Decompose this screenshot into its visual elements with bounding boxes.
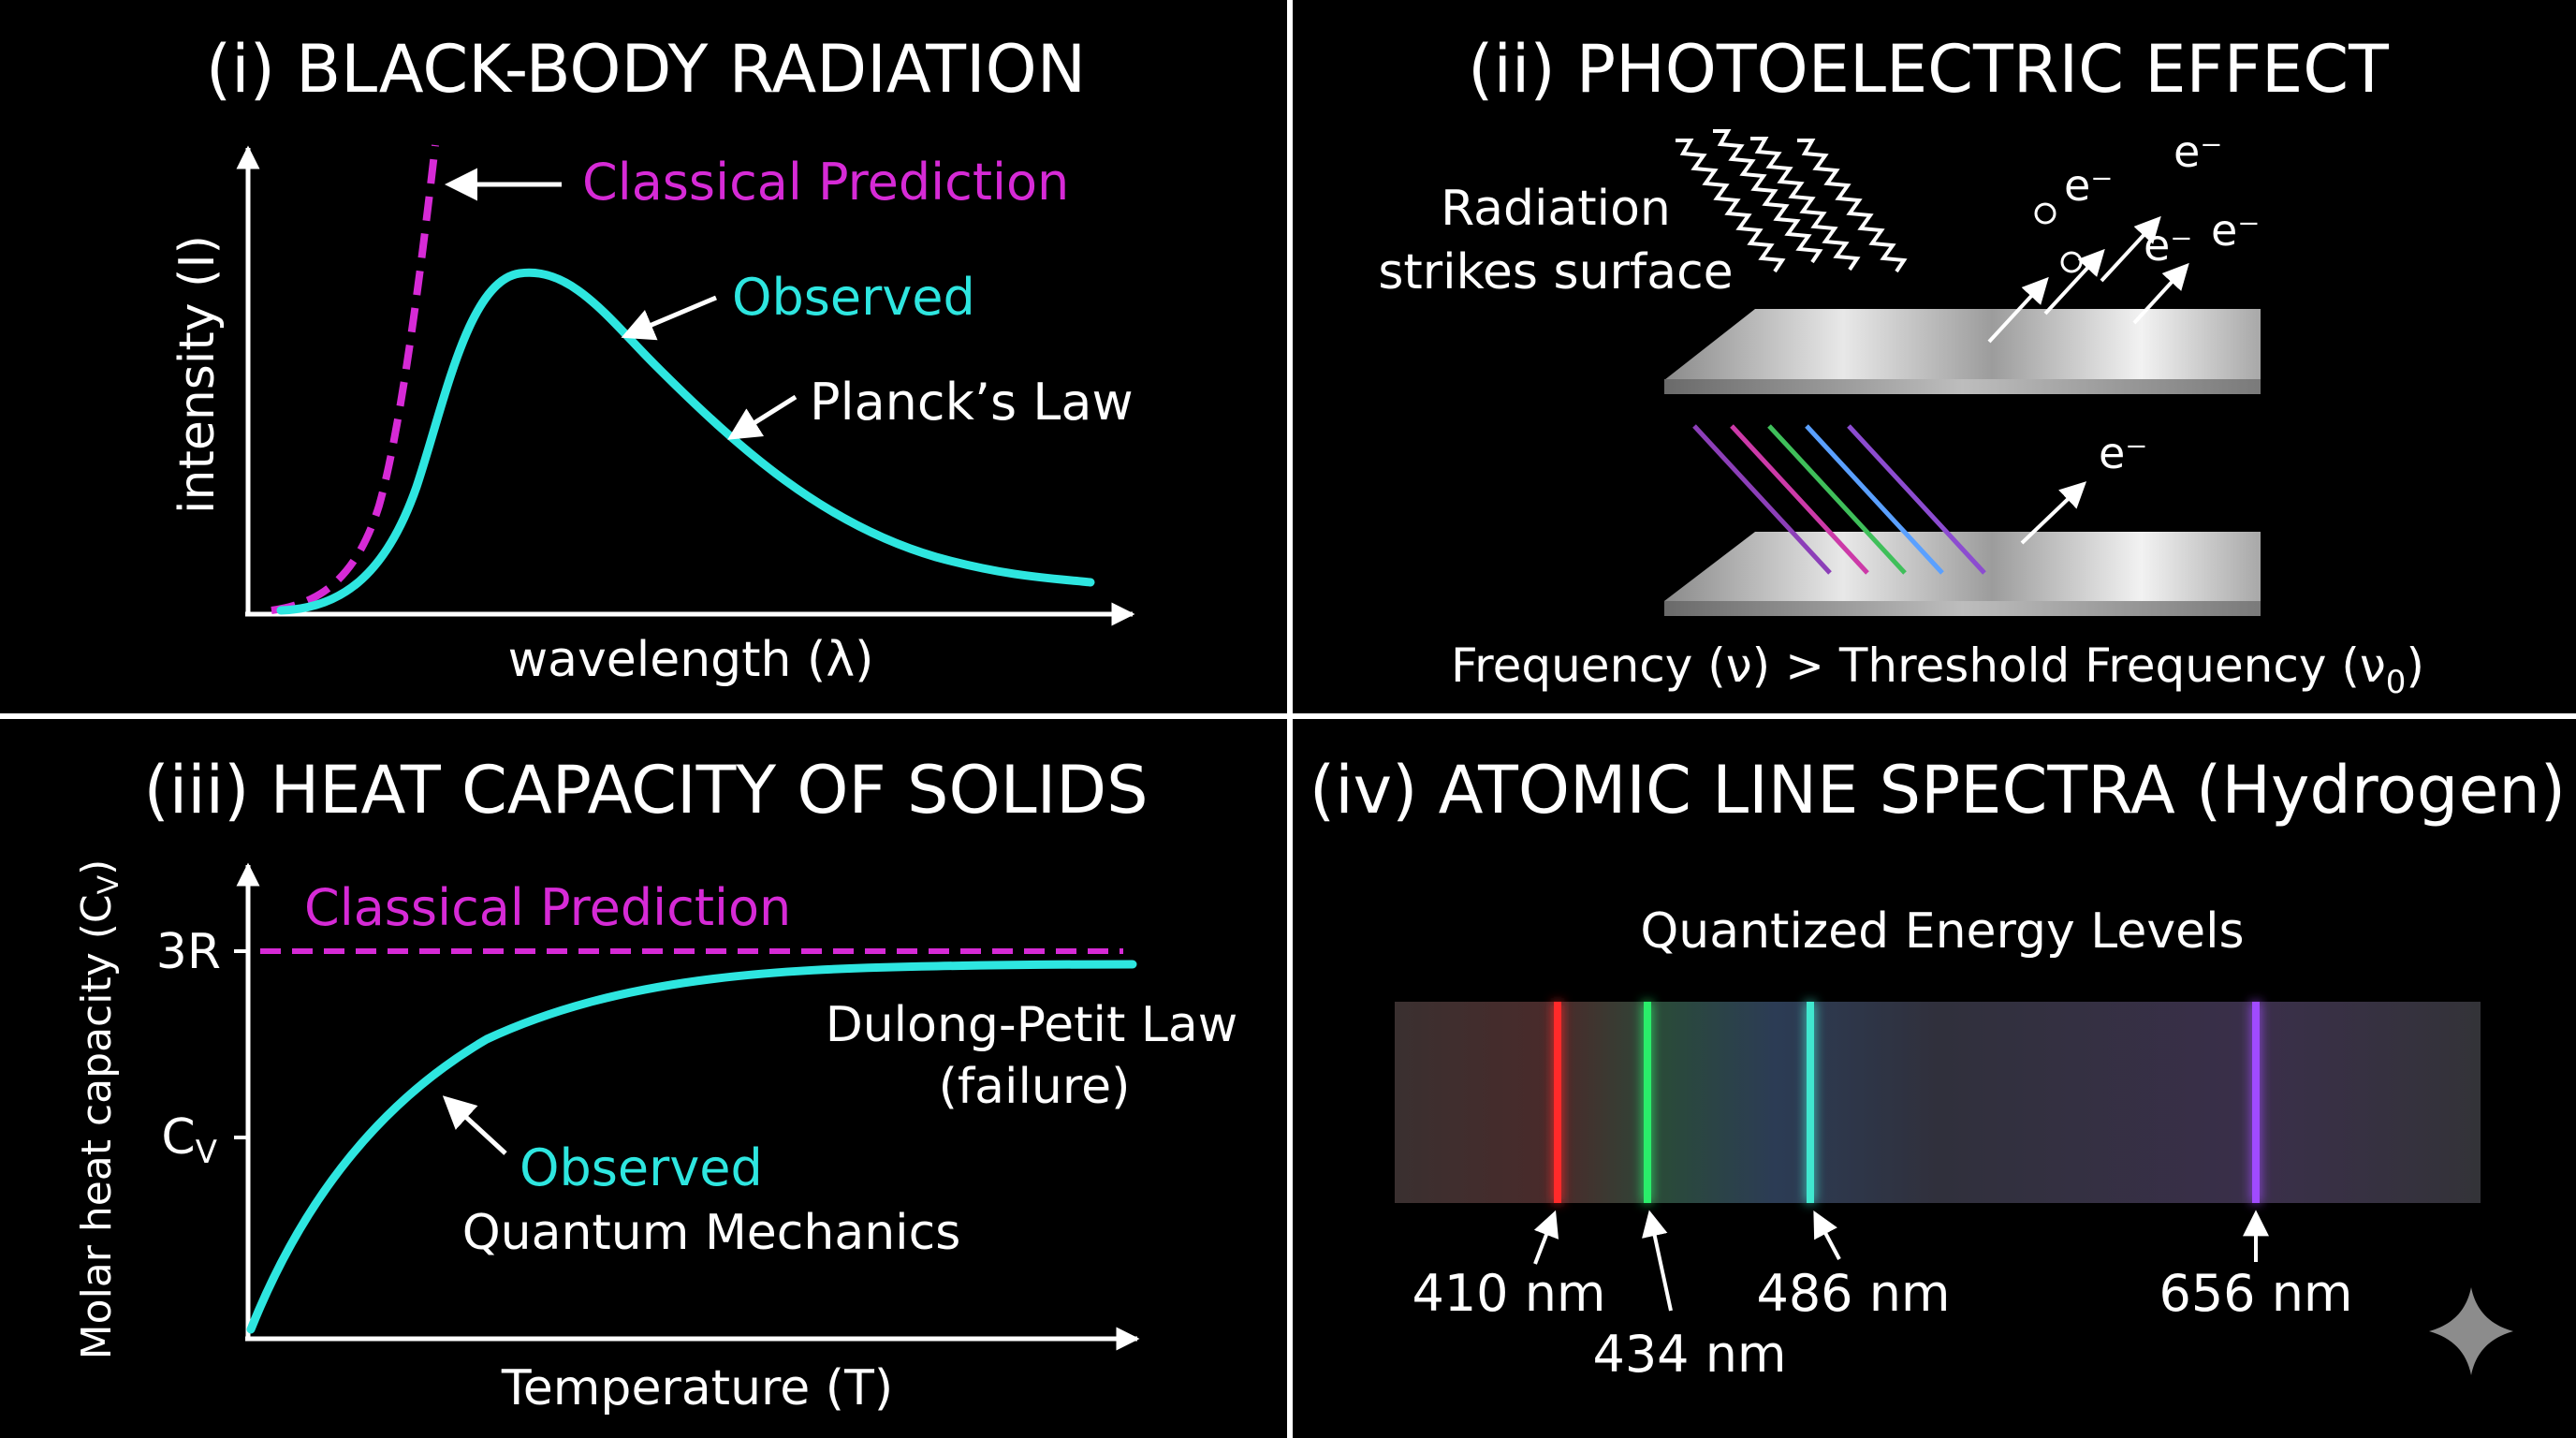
- panel3-ylabel: Molar heat capacity (CV): [73, 859, 125, 1360]
- metal-plate-bottom: [1664, 532, 2261, 616]
- panel3-dulong-line2: (failure): [939, 1059, 1131, 1115]
- panel3-xlabel: Temperature (T): [501, 1360, 893, 1416]
- spectral-line-2: [1644, 1002, 1651, 1203]
- panel3-quantum-label: Quantum Mechanics: [462, 1205, 961, 1261]
- panel1-observed-label: Observed: [732, 268, 975, 327]
- panel-black-body: (i) BLACK-BODY RADIATION intensity (I) w…: [169, 31, 1135, 688]
- panel1-planck-label: Planck’s Law: [810, 373, 1134, 432]
- panel2-radiation-line1: Radiation: [1441, 181, 1671, 237]
- panel2-condition: Frequency (ν) > Threshold Frequency (ν0): [1451, 638, 2424, 701]
- tick-cv-label: CV: [161, 1109, 217, 1171]
- electron-label-1: e⁻: [2064, 160, 2114, 211]
- spectral-line-4: [2252, 1002, 2260, 1203]
- panel1-ylabel: intensity (I): [169, 235, 226, 514]
- metal-plate-top: [1664, 309, 2261, 394]
- electron-label-2: e⁻: [2174, 126, 2223, 177]
- spectral-line-label-2: 434 nm: [1592, 1325, 1786, 1384]
- panel-heat-capacity: (iii) HEAT CAPACITY OF SOLIDS Molar heat…: [73, 752, 1237, 1416]
- panel1-classical-curve: [271, 144, 439, 614]
- panel-photoelectric: (ii) PHOTOELECTRIC EFFECT Radiation stri…: [1378, 31, 2424, 701]
- panel1-planck-arrow: [727, 394, 798, 440]
- panel1-observed-curve: [276, 268, 1095, 615]
- panel3-dulong-line1: Dulong-Petit Law: [826, 997, 1238, 1053]
- panel3-observed-label: Observed: [520, 1138, 763, 1197]
- spectral-line-arrow-1: [1533, 1210, 1559, 1265]
- panel1-observed-arrow: [621, 295, 717, 341]
- spectral-line-1: [1554, 1002, 1561, 1203]
- panel1-xlabel: wavelength (λ): [508, 632, 874, 688]
- spectral-line-arrow-3: [1813, 1211, 1841, 1260]
- spectral-line-3: [1807, 1002, 1814, 1203]
- panel3-observed-arrow: [442, 1095, 507, 1155]
- electron-label-5: e⁻: [2099, 428, 2148, 478]
- spectral-line-label-4: 656 nm: [2159, 1264, 2352, 1323]
- panel2-radiation-line2: strikes surface: [1378, 244, 1733, 301]
- panel-line-spectra: (iv) ATOMIC LINE SPECTRA (Hydrogen) Quan…: [1310, 752, 2566, 1384]
- spectral-line-label-3: 486 nm: [1756, 1264, 1950, 1323]
- emitted-electrons: [1987, 202, 2189, 545]
- panel4-subtitle: Quantized Energy Levels: [1640, 903, 2244, 960]
- panel3-observed-curve: [246, 960, 1137, 1334]
- colored-light-rays: [1692, 424, 1986, 575]
- panel3-title: (iii) HEAT CAPACITY OF SOLIDS: [143, 752, 1148, 829]
- panel2-title: (ii) PHOTOELECTRIC EFFECT: [1468, 31, 2389, 108]
- electron-label-3: e⁻: [2144, 220, 2193, 271]
- sparkle-icon: [2429, 1287, 2513, 1375]
- spectral-line-arrow-2: [1642, 1210, 1673, 1312]
- panel3-classical-label: Classical Prediction: [304, 878, 791, 937]
- spectrum-strip: [1395, 1002, 2481, 1203]
- spectrum-lines: [1554, 1002, 2260, 1203]
- panel1-title: (i) BLACK-BODY RADIATION: [206, 31, 1086, 108]
- electron-label-4: e⁻: [2211, 205, 2261, 256]
- panel4-title: (iv) ATOMIC LINE SPECTRA (Hydrogen): [1310, 752, 2566, 829]
- radiation-waves: [1676, 129, 1908, 273]
- spectral-line-label-1: 410 nm: [1412, 1264, 1605, 1323]
- tick-3r-label: 3R: [156, 924, 221, 980]
- panel1-classical-label: Classical Prediction: [582, 153, 1069, 212]
